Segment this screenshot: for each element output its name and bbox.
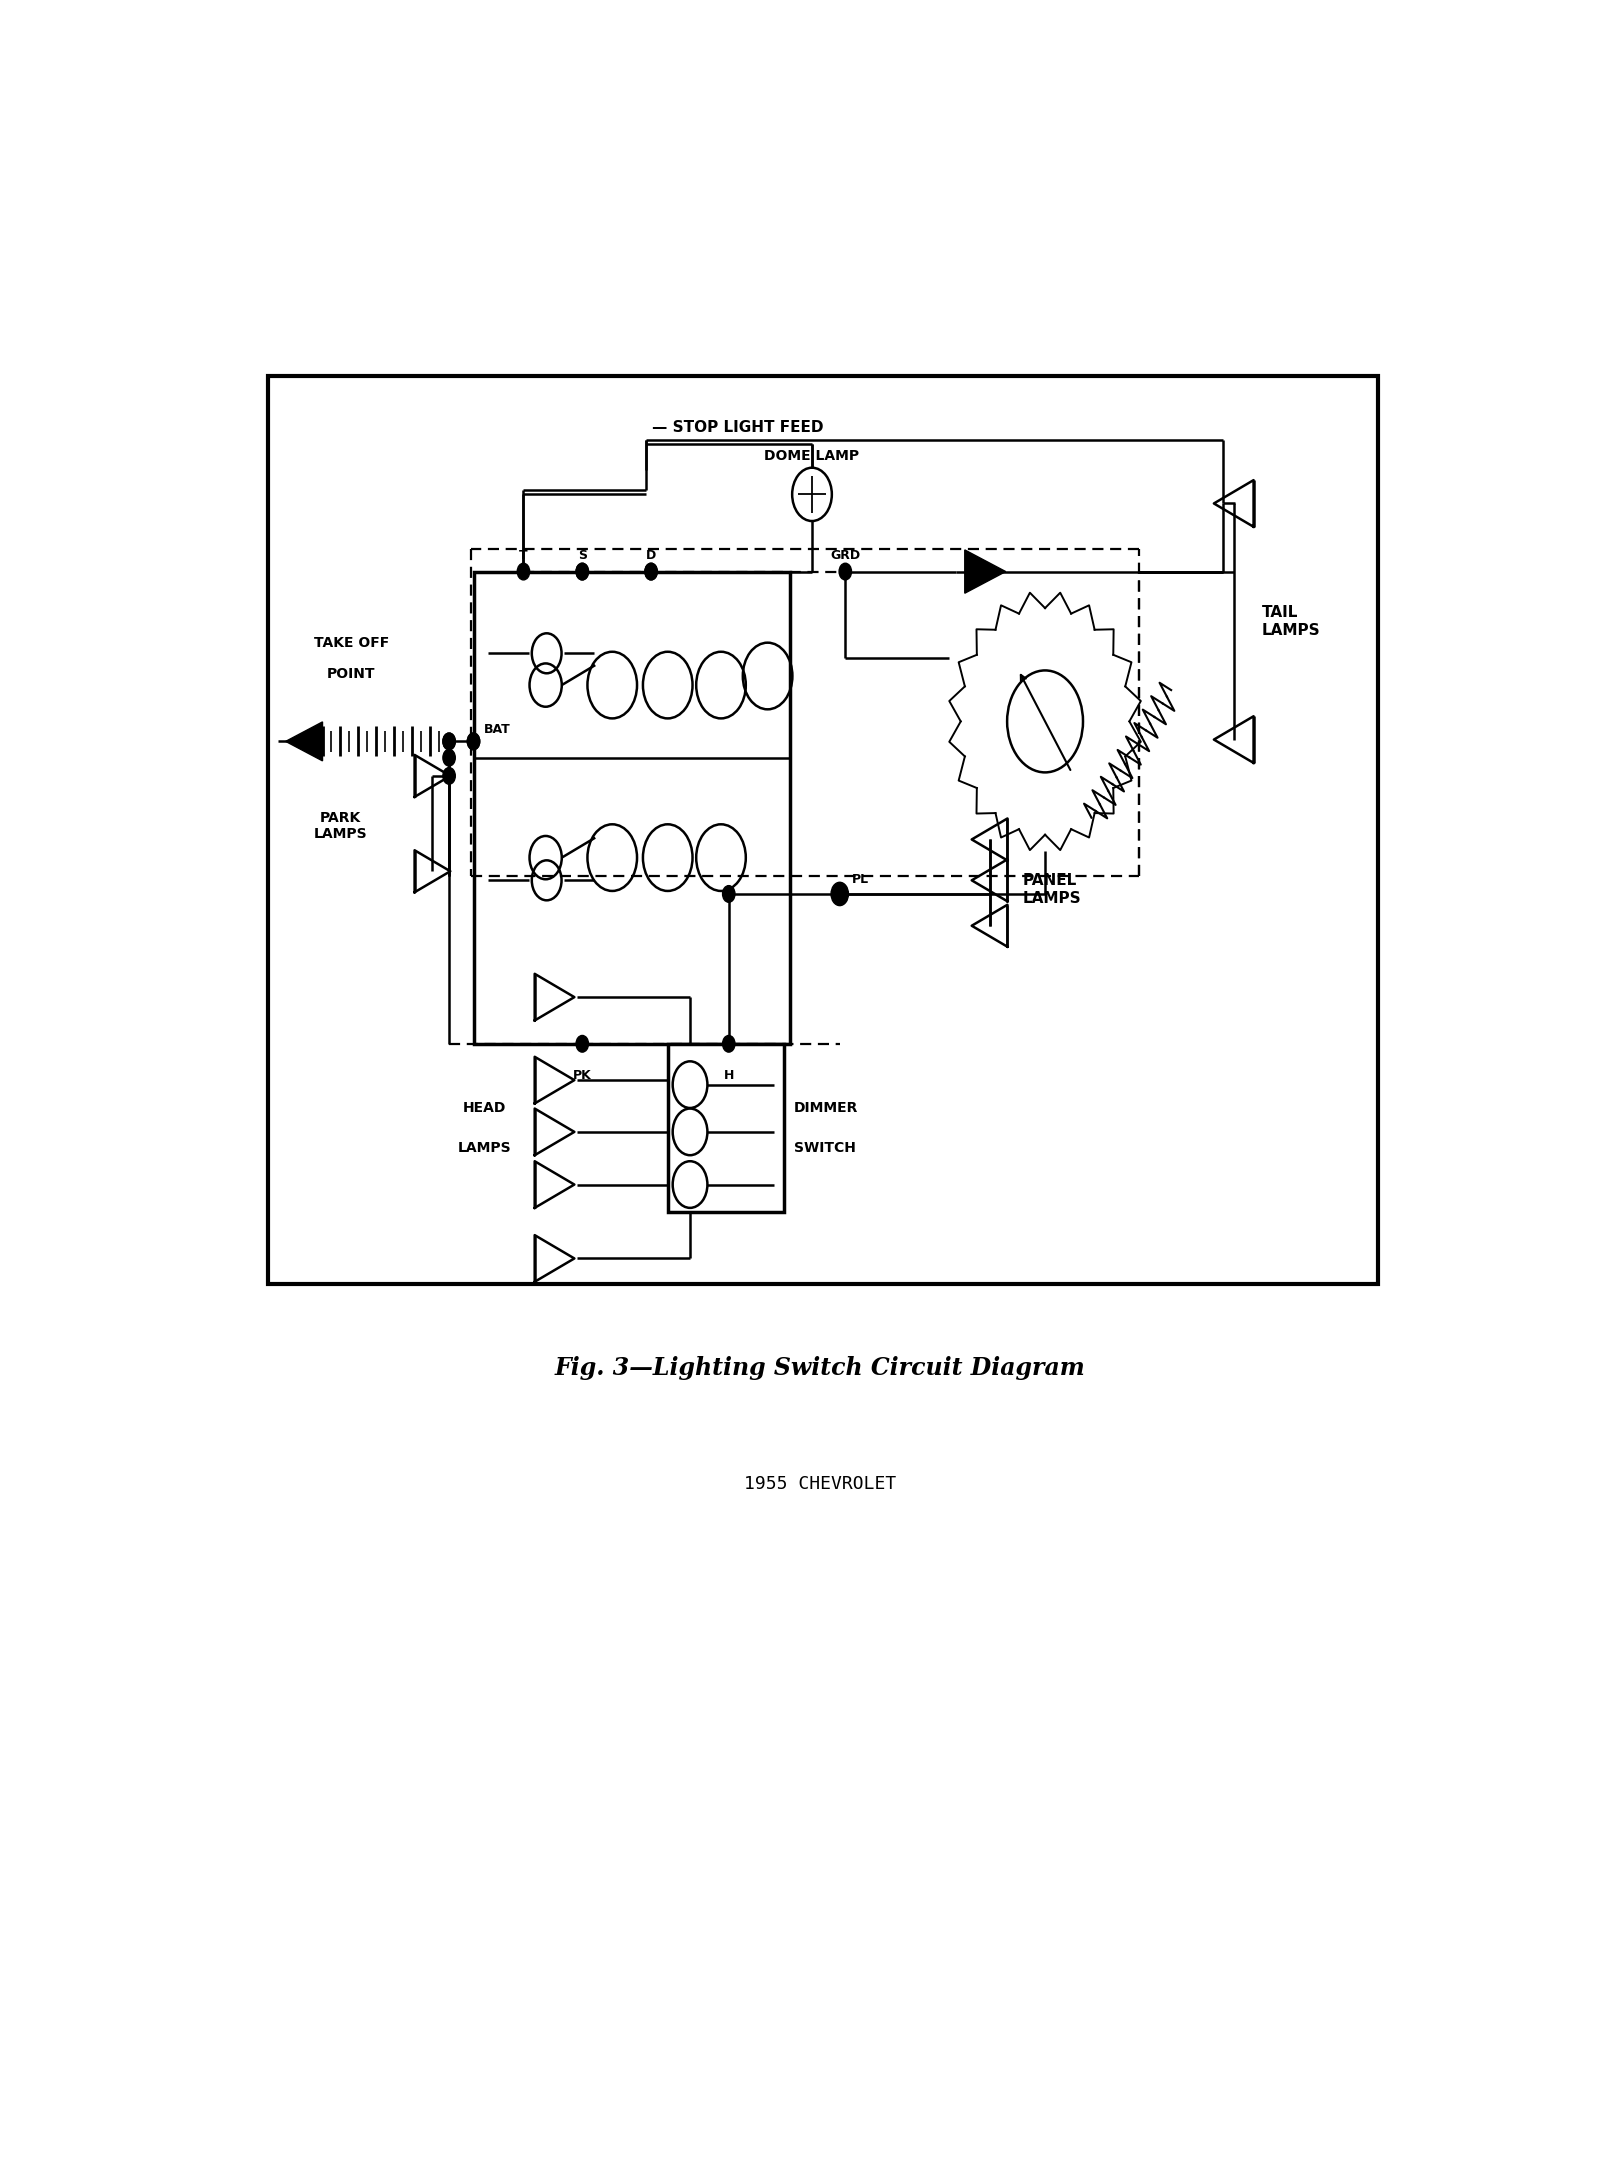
- Bar: [269, 377, 1378, 1285]
- Text: HEAD: HEAD: [462, 1101, 506, 1114]
- Text: POINT: POINT: [326, 667, 376, 682]
- Bar: [667, 1043, 784, 1212]
- Circle shape: [467, 734, 480, 749]
- Text: PK: PK: [573, 1069, 592, 1082]
- Circle shape: [645, 563, 658, 580]
- Text: GRD: GRD: [830, 547, 861, 563]
- Circle shape: [723, 1034, 734, 1052]
- Circle shape: [576, 563, 589, 580]
- Circle shape: [830, 883, 848, 905]
- Text: 1955 CHEVROLET: 1955 CHEVROLET: [744, 1476, 896, 1493]
- Circle shape: [576, 1034, 589, 1052]
- Circle shape: [467, 734, 480, 749]
- Circle shape: [443, 768, 456, 783]
- Circle shape: [517, 563, 530, 580]
- Circle shape: [443, 749, 456, 766]
- Text: DOME LAMP: DOME LAMP: [765, 448, 859, 463]
- Text: T: T: [518, 547, 528, 563]
- Text: H: H: [723, 1069, 734, 1082]
- Text: DIMMER: DIMMER: [794, 1101, 859, 1114]
- Circle shape: [576, 563, 589, 580]
- Circle shape: [443, 734, 456, 749]
- Text: TAKE OFF: TAKE OFF: [314, 636, 389, 649]
- Text: S: S: [578, 547, 587, 563]
- Text: PL: PL: [853, 872, 869, 885]
- Text: — STOP LIGHT FEED: — STOP LIGHT FEED: [651, 420, 824, 435]
- Polygon shape: [965, 550, 1006, 593]
- Text: PANEL
LAMPS: PANEL LAMPS: [1022, 874, 1082, 905]
- Bar: [474, 571, 790, 1043]
- Text: SWITCH: SWITCH: [794, 1140, 856, 1156]
- Text: PARK
LAMPS: PARK LAMPS: [314, 812, 366, 842]
- Text: D: D: [646, 547, 656, 563]
- Circle shape: [838, 563, 851, 580]
- Text: LAMPS: LAMPS: [458, 1140, 512, 1156]
- Polygon shape: [286, 723, 323, 762]
- Circle shape: [723, 885, 734, 902]
- Text: Fig. 3—Lighting Switch Circuit Diagram: Fig. 3—Lighting Switch Circuit Diagram: [555, 1357, 1085, 1381]
- Text: BAT: BAT: [483, 723, 510, 736]
- Circle shape: [443, 734, 456, 749]
- Text: TAIL
LAMPS: TAIL LAMPS: [1261, 606, 1320, 638]
- Circle shape: [645, 563, 658, 580]
